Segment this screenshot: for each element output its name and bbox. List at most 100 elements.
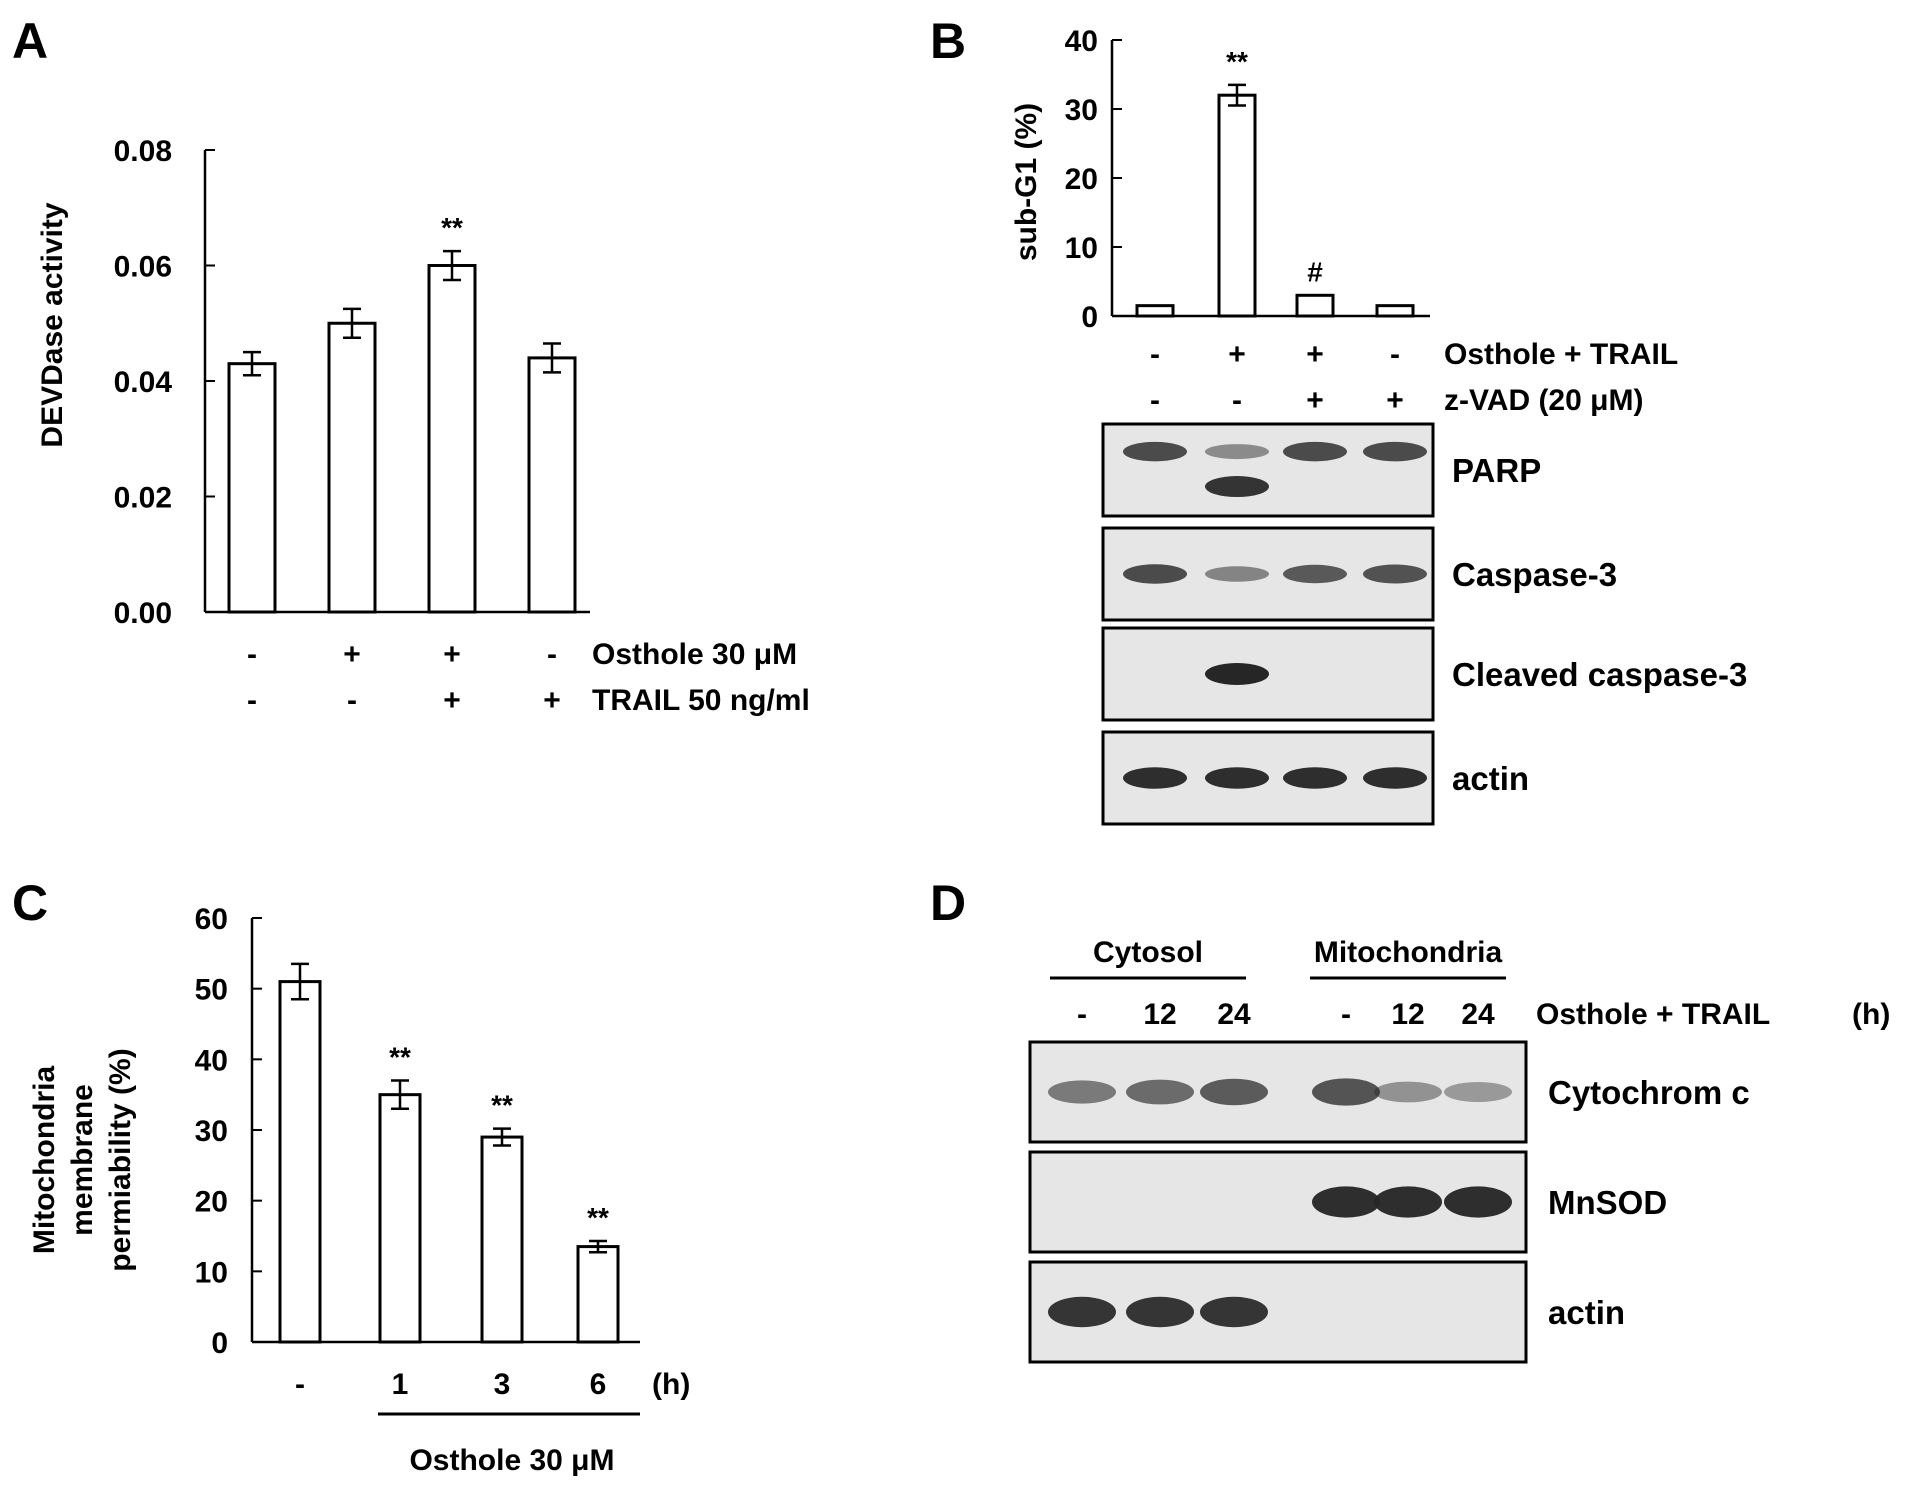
panel-b-condition-sign: + (1386, 384, 1404, 417)
panel-c-x-axis-title: Osthole 30 μM (409, 1444, 614, 1477)
panel-d-blot-band (1312, 1186, 1380, 1218)
panel-b-blot-band (1283, 767, 1347, 789)
panel-b-blot-label: PARP (1452, 452, 1541, 489)
panel-c-bars: ** ** ** (278, 962, 620, 1344)
panel-d-lane-label: 12 (1391, 998, 1424, 1031)
panel-a-condition-sign: + (443, 684, 461, 717)
panel-a-condition-sign: + (543, 684, 561, 717)
panel-c-y-tick-label: 50 (195, 974, 228, 1007)
panel-c-y-axis-title-line-1: Mitochondria (28, 1066, 61, 1255)
panel-d-lane-label: - (1077, 998, 1087, 1031)
panel-b-blot-band (1123, 564, 1187, 584)
panel-b-y-tick-label: 0 (1081, 301, 1098, 334)
panel-b-y-axis-title: sub-G1 (%) (1010, 103, 1043, 261)
panel-c-bar (480, 1135, 524, 1344)
panel-b-axes: 0 10 20 30 40 (1065, 25, 1430, 334)
panel-d-blot-band (1200, 1078, 1268, 1106)
panel-letter-d: D (930, 875, 966, 931)
panel-a-condition-sign: - (547, 638, 557, 671)
panel-b-y-tick-label: 40 (1065, 25, 1098, 58)
panel-a-condition-sign: + (443, 638, 461, 671)
panel-b-blot-membrane (1101, 422, 1435, 518)
panel-b-condition-sign: - (1150, 338, 1160, 371)
panel-d: D Cytosol Mitochondria - 12 24 - 12 24 Osthol… (930, 875, 1890, 1364)
panel-a-condition-sign: - (347, 684, 357, 717)
panel-b-bar (1295, 293, 1335, 318)
panel-b-blot-band (1123, 767, 1187, 789)
panel-c-significance-label: ** (491, 1090, 513, 1121)
panel-d-western-blots: Cytochrom c MnSOD actin (1028, 1040, 1750, 1364)
panel-a-y-axis-title: DEVDase activity (36, 202, 69, 447)
panel-b-blot-band (1363, 564, 1427, 584)
panel-a-condition-label-osthole: Osthole 30 μM (592, 638, 797, 671)
panel-b-condition-sign: + (1306, 338, 1324, 371)
panel-c-y-tick-label: 20 (195, 1186, 228, 1219)
panel-c: C Mitochondria membrane permiability (%)… (12, 875, 690, 1477)
panel-a-y-tick-label: 0.08 (114, 135, 172, 168)
panel-letter-c: C (12, 875, 48, 931)
panel-b-significance-label: # (1307, 256, 1323, 287)
panel-b-blot-band (1205, 444, 1269, 460)
panel-d-blot-band (1444, 1082, 1512, 1102)
panel-c-y-tick-label: 60 (195, 903, 228, 936)
panel-b-blot-band (1205, 566, 1269, 582)
panel-c-y-tick-label: 40 (195, 1044, 228, 1077)
panel-b-blot-band (1205, 663, 1269, 685)
panel-c-x-tick-label: 6 (590, 1368, 607, 1401)
panel-d-lane-label: 12 (1143, 998, 1176, 1031)
panel-a-y-tick-label: 0.04 (114, 366, 173, 399)
panel-d-condition-unit: (h) (1852, 998, 1890, 1031)
panel-a-bar (327, 321, 377, 614)
panel-b-condition-sign: + (1228, 338, 1246, 371)
panel-d-blot-membrane (1028, 1260, 1528, 1364)
panel-b-y-tick-label: 30 (1065, 94, 1098, 127)
panel-b-condition-sign: + (1306, 384, 1324, 417)
panel-d-lane-label: 24 (1461, 998, 1495, 1031)
panel-a-condition-label-trail: TRAIL 50 ng/ml (592, 684, 810, 717)
panel-c-y-tick-label: 0 (211, 1327, 228, 1360)
panel-d-lane-label: - (1341, 998, 1351, 1031)
panel-d-blot-label: MnSOD (1548, 1184, 1667, 1221)
panel-b-condition-rows: Osthole + TRAIL z-VAD (20 μM) - + + - - - + + (1150, 338, 1678, 417)
panel-a-condition-sign: - (247, 684, 257, 717)
panel-b-bar (1375, 304, 1415, 318)
panel-b-blot-band (1363, 441, 1427, 462)
panel-a-bar (427, 264, 477, 614)
panel-b-y-tick-label: 20 (1065, 163, 1098, 196)
panel-d-blot-label: actin (1548, 1294, 1625, 1331)
panel-d-blot-band (1444, 1186, 1512, 1218)
panel-letter-b: B (930, 13, 966, 69)
panel-a-condition-sign: - (247, 638, 257, 671)
panel-d-blot-band (1048, 1296, 1116, 1328)
panel-c-y-tick-label: 30 (195, 1115, 228, 1148)
panel-d-group-label-cytosol: Cytosol (1093, 936, 1203, 969)
panel-c-y-axis-title-line-3: permiability (%) (104, 1048, 137, 1271)
panel-a-y-tick-label: 0.06 (114, 251, 172, 284)
panel-d-blot-band (1126, 1079, 1194, 1105)
panel-a-y-tick-label: 0.00 (114, 597, 172, 630)
panel-c-x-tick-label: 1 (392, 1368, 409, 1401)
panel-b-blot-label: actin (1452, 760, 1529, 797)
panel-d-lane-labels: - 12 24 - 12 24 (1077, 998, 1495, 1031)
panel-d-group-label-mitochondria: Mitochondria (1314, 936, 1503, 969)
panel-b-bars: ** # (1135, 46, 1415, 318)
panel-b: B sub-G1 (%) 0 10 20 30 40 ** # Osthole + TRA… (930, 13, 1747, 826)
panel-b-condition-label-zvad: z-VAD (20 μM) (1444, 384, 1643, 417)
panel-b-blot-label: Cleaved caspase-3 (1452, 656, 1747, 693)
panel-a-bars: ** (227, 212, 577, 614)
panel-d-blot-band (1126, 1296, 1194, 1328)
panel-d-lane-label: 24 (1217, 998, 1251, 1031)
panel-b-blot-band (1123, 441, 1187, 462)
panel-b-condition-sign: - (1232, 384, 1242, 417)
panel-letter-a: A (12, 13, 48, 69)
panel-b-blot-band (1205, 476, 1269, 498)
panel-b-significance-label: ** (1226, 46, 1248, 77)
panel-b-bar (1135, 304, 1175, 318)
panel-a-significance-label: ** (441, 212, 463, 243)
panel-d-blot-band (1374, 1186, 1442, 1218)
panel-a-axes: 0.00 0.02 0.04 0.06 0.08 (114, 135, 590, 630)
panel-d-blot-band (1312, 1078, 1380, 1106)
panel-c-significance-label: ** (389, 1042, 411, 1073)
panel-c-significance-label: ** (587, 1202, 609, 1233)
